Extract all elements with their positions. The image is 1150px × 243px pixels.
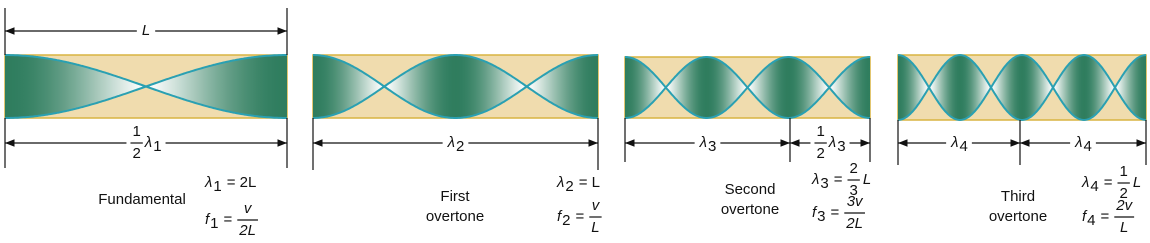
subscript: 1: [213, 178, 221, 195]
wave-shading: [898, 55, 1146, 120]
subscript: 4: [960, 138, 968, 155]
equation-rhs: = 2L: [227, 174, 257, 191]
wave-curve: [897, 53, 1147, 122]
mode-name: Second: [725, 181, 776, 198]
equals: =: [1101, 208, 1110, 225]
fraction-numerator: v: [244, 200, 253, 217]
wave-curve: [625, 56, 870, 119]
subscript: 2: [562, 212, 570, 229]
fraction-denominator: 2: [816, 145, 824, 162]
symbol: λ: [828, 134, 836, 151]
fraction-numerator: 2v: [1115, 197, 1133, 214]
equation-rhs: = L: [579, 174, 600, 191]
fraction-denominator: 3: [850, 182, 858, 199]
subscript: 3: [817, 208, 825, 225]
mode-name: First: [440, 188, 470, 205]
equals: =: [834, 171, 843, 188]
symbol: f: [1082, 208, 1088, 225]
mode-name: overtone: [721, 201, 779, 218]
subscript: 2: [565, 178, 573, 195]
fraction-denominator: 2L: [238, 222, 256, 239]
fraction-numerator: 2: [850, 160, 858, 177]
fraction-numerator: 1: [1120, 163, 1128, 180]
wave-curve: [313, 54, 598, 119]
fraction-numerator: v: [592, 197, 601, 214]
subscript: 1: [153, 138, 161, 155]
mode-name: Third: [1001, 188, 1035, 205]
span-label: 12λ 1: [126, 123, 166, 162]
equation-tail: L: [1133, 174, 1141, 191]
equation-tail: L: [863, 171, 871, 188]
equals: =: [831, 204, 840, 221]
subscript: 4: [1084, 138, 1092, 155]
subscript: 3: [708, 138, 716, 155]
fraction-denominator: 2: [132, 145, 140, 162]
label-background: [126, 135, 166, 151]
symbol: λ: [699, 134, 707, 151]
fraction-denominator: L: [1120, 219, 1128, 236]
equals: =: [224, 211, 233, 228]
subscript: 4: [1090, 178, 1098, 195]
equals: =: [1104, 174, 1113, 191]
length-label: L: [136, 22, 156, 39]
symbol: f: [557, 208, 563, 225]
subscript: 3: [837, 138, 845, 155]
subscript: 3: [820, 175, 828, 192]
symbol: f: [812, 204, 818, 221]
mode-name: Fundamental: [98, 191, 186, 208]
fraction-denominator: 2: [1120, 185, 1128, 202]
symbol: λ: [144, 134, 152, 151]
fraction-denominator: L: [591, 219, 599, 236]
equals: =: [576, 208, 585, 225]
fraction-denominator: 2L: [845, 215, 863, 232]
fraction-numerator: 3v: [847, 193, 864, 210]
wave-shading: [313, 55, 598, 118]
symbol: λ: [1074, 134, 1082, 151]
label-background: [946, 135, 972, 151]
symbol: λ: [204, 174, 212, 191]
label-background: [694, 135, 721, 151]
mode-name: overtone: [426, 208, 484, 225]
subscript: 2: [456, 138, 464, 155]
symbol: λ: [1081, 174, 1089, 191]
length-label-text: L: [142, 22, 150, 39]
fraction-numerator: 1: [132, 123, 140, 140]
wave-curve: [5, 54, 287, 119]
symbol: λ: [811, 171, 819, 188]
label-background: [136, 23, 156, 39]
wave-curve: [897, 53, 1147, 122]
symbol: λ: [447, 134, 455, 151]
symbol: λ: [950, 134, 958, 151]
fraction-numerator: 1: [816, 123, 824, 140]
symbol: λ: [556, 174, 564, 191]
subscript: 1: [210, 215, 218, 232]
symbol: f: [205, 211, 211, 228]
label-background: [442, 135, 469, 151]
subscript: 4: [1087, 212, 1095, 229]
label-background: [1070, 135, 1096, 151]
span-label: 1 2λ 3: [810, 123, 850, 162]
wave-curve: [313, 54, 598, 119]
label-background: [810, 135, 850, 151]
mode-name: overtone: [989, 208, 1047, 225]
